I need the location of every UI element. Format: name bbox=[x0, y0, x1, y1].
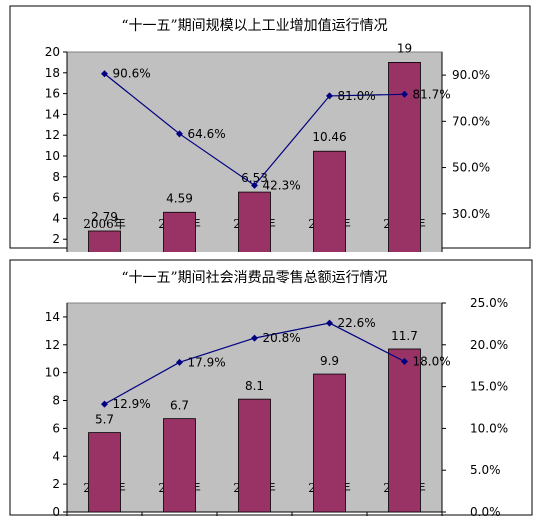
y2-tick-label: 50.0% bbox=[452, 161, 490, 175]
bar bbox=[238, 398, 271, 513]
y-tick-label: 20 bbox=[45, 45, 60, 59]
y-tick-label: 14 bbox=[45, 310, 60, 324]
line-value-label: 81.7% bbox=[413, 87, 451, 101]
y-tick-label: 12 bbox=[45, 128, 60, 142]
retail-chart-panel: “十一五”期间社会消费品零售总额运行情况 0 2 4 6 8 10 12 14 0.0% 5.0% 1… bbox=[0, 256, 543, 518]
bar-value-label: 10.46 bbox=[312, 130, 346, 144]
y2-tick-label: 0.0% bbox=[470, 505, 501, 518]
y-tick-label: 8 bbox=[52, 394, 60, 408]
y2-tick-label: 15.0% bbox=[470, 380, 508, 394]
bar bbox=[163, 418, 196, 513]
chart-title: “十一五”期间规模以上工业增加值运行情况 bbox=[121, 18, 387, 34]
bar-value-label: 6.7 bbox=[170, 399, 189, 413]
bar bbox=[238, 191, 271, 252]
retail-sales-chart: “十一五”期间社会消费品零售总额运行情况 0 2 4 6 8 10 12 14 0.0% 5.0% 1… bbox=[9, 259, 533, 518]
bar-value-label: 11.7 bbox=[391, 329, 418, 343]
y-tick-label: 4 bbox=[52, 449, 60, 463]
y2-tick-label: 70.0% bbox=[452, 114, 490, 128]
line-point bbox=[401, 358, 408, 366]
y-tick-label: 14 bbox=[45, 107, 60, 121]
y-tick-label: 8 bbox=[52, 170, 60, 184]
line-value-label: 42.3% bbox=[263, 178, 301, 192]
y2-tick-label: 20.0% bbox=[470, 338, 508, 352]
y-tick-label: 10 bbox=[45, 149, 60, 163]
line-point bbox=[326, 319, 333, 327]
bar bbox=[88, 230, 121, 252]
y2-tick-label: 90.0% bbox=[452, 68, 490, 82]
bar bbox=[163, 211, 196, 252]
y-tick-label: 4 bbox=[52, 211, 60, 225]
bar-value-label: 4.59 bbox=[166, 191, 193, 205]
y-tick-label: 2 bbox=[52, 232, 60, 246]
line-value-label: 81.0% bbox=[338, 89, 376, 103]
line-point bbox=[251, 334, 258, 342]
line-value-label: 12.9% bbox=[113, 397, 151, 411]
bar bbox=[88, 432, 121, 513]
industrial-value-added-chart: “十一五”期间规模以上工业增加值运行情况0246810121416182010.… bbox=[9, 5, 531, 252]
line-value-label: 64.6% bbox=[188, 127, 226, 141]
y2-tick-label: 25.0% bbox=[470, 296, 508, 310]
line-point bbox=[176, 130, 183, 138]
y-tick-label: 18 bbox=[45, 66, 60, 80]
line-point bbox=[326, 92, 333, 100]
y2-tick-label: 10.0% bbox=[470, 421, 508, 435]
bar-value-label: 5.7 bbox=[95, 413, 114, 427]
industrial-chart-panel: “十一五”期间规模以上工业增加值运行情况0246810121416182010.… bbox=[0, 0, 543, 252]
line-point bbox=[101, 400, 108, 408]
line-point bbox=[401, 90, 408, 98]
bar bbox=[313, 373, 346, 513]
bar bbox=[313, 150, 346, 252]
y-tick-label: 16 bbox=[45, 87, 60, 101]
y2-tick-label: 5.0% bbox=[470, 463, 501, 477]
bar-value-label: 9.9 bbox=[320, 354, 339, 368]
bar-value-label: 19 bbox=[397, 41, 412, 55]
y-tick-label: 6 bbox=[52, 191, 60, 205]
bar-value-label: 6.53 bbox=[241, 171, 268, 185]
y2-tick-label: 30.0% bbox=[452, 207, 490, 221]
line-value-label: 22.6% bbox=[338, 316, 376, 330]
x-tick-label: 2006年 bbox=[83, 217, 126, 231]
y-tick-label: 6 bbox=[52, 421, 60, 435]
line-value-label: 90.6% bbox=[113, 67, 151, 81]
bar-value-label: 2.79 bbox=[91, 210, 118, 224]
line-point bbox=[176, 358, 183, 366]
line-point bbox=[101, 70, 108, 78]
line-value-label: 18.0% bbox=[413, 355, 451, 369]
y-tick-label: 10 bbox=[45, 366, 60, 380]
chart-title: “十一五”期间社会消费品零售总额运行情况 bbox=[121, 270, 387, 286]
bar bbox=[388, 348, 421, 513]
bar-value-label: 8.1 bbox=[245, 379, 264, 393]
y-tick-label: 12 bbox=[45, 338, 60, 352]
line-point bbox=[251, 181, 258, 189]
y-tick-label: 2 bbox=[52, 477, 60, 491]
line-value-label: 17.9% bbox=[188, 355, 226, 369]
line-value-label: 20.8% bbox=[263, 331, 301, 345]
y-tick-label: 0 bbox=[52, 505, 60, 518]
